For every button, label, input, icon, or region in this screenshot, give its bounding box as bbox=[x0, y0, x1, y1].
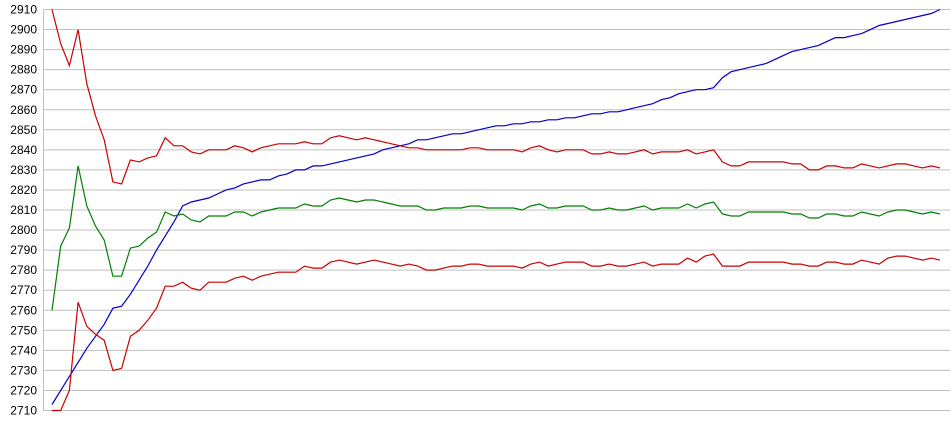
y-tick-label: 2890 bbox=[10, 43, 37, 57]
y-tick-label: 2910 bbox=[10, 3, 37, 17]
y-tick-label: 2840 bbox=[10, 143, 37, 157]
y-tick-label: 2720 bbox=[10, 383, 37, 397]
series-line-2 bbox=[51, 9, 941, 185]
y-tick-label: 2760 bbox=[10, 303, 37, 317]
y-tick-label: 2730 bbox=[10, 363, 37, 377]
y-tick-label: 2740 bbox=[10, 343, 37, 357]
y-tick-label: 2900 bbox=[10, 23, 37, 37]
y-tick-label: 2870 bbox=[10, 83, 37, 97]
y-tick-label: 2860 bbox=[10, 103, 37, 117]
y-tick-label: 2880 bbox=[10, 63, 37, 77]
y-tick-label: 2820 bbox=[10, 183, 37, 197]
y-tick-label: 2850 bbox=[10, 123, 37, 137]
y-tick-label: 2830 bbox=[10, 163, 37, 177]
series-line-1 bbox=[51, 8, 941, 405]
y-tick-label: 2800 bbox=[10, 223, 37, 237]
y-tick-label: 2810 bbox=[10, 203, 37, 217]
y-tick-label: 2770 bbox=[10, 283, 37, 297]
y-tick-label: 2710 bbox=[10, 404, 37, 418]
series-line-3 bbox=[51, 165, 941, 311]
grid-lines bbox=[43, 9, 950, 411]
series-line-4 bbox=[52, 253, 941, 412]
y-axis-tick-labels: 2910 2900 2890 2880 2870 2860 2850 2840 2830 2820… bbox=[10, 3, 37, 418]
y-tick-label: 2750 bbox=[10, 323, 37, 337]
y-tick-label: 2780 bbox=[10, 263, 37, 277]
series-group bbox=[51, 8, 941, 412]
y-tick-label: 2790 bbox=[10, 243, 37, 257]
